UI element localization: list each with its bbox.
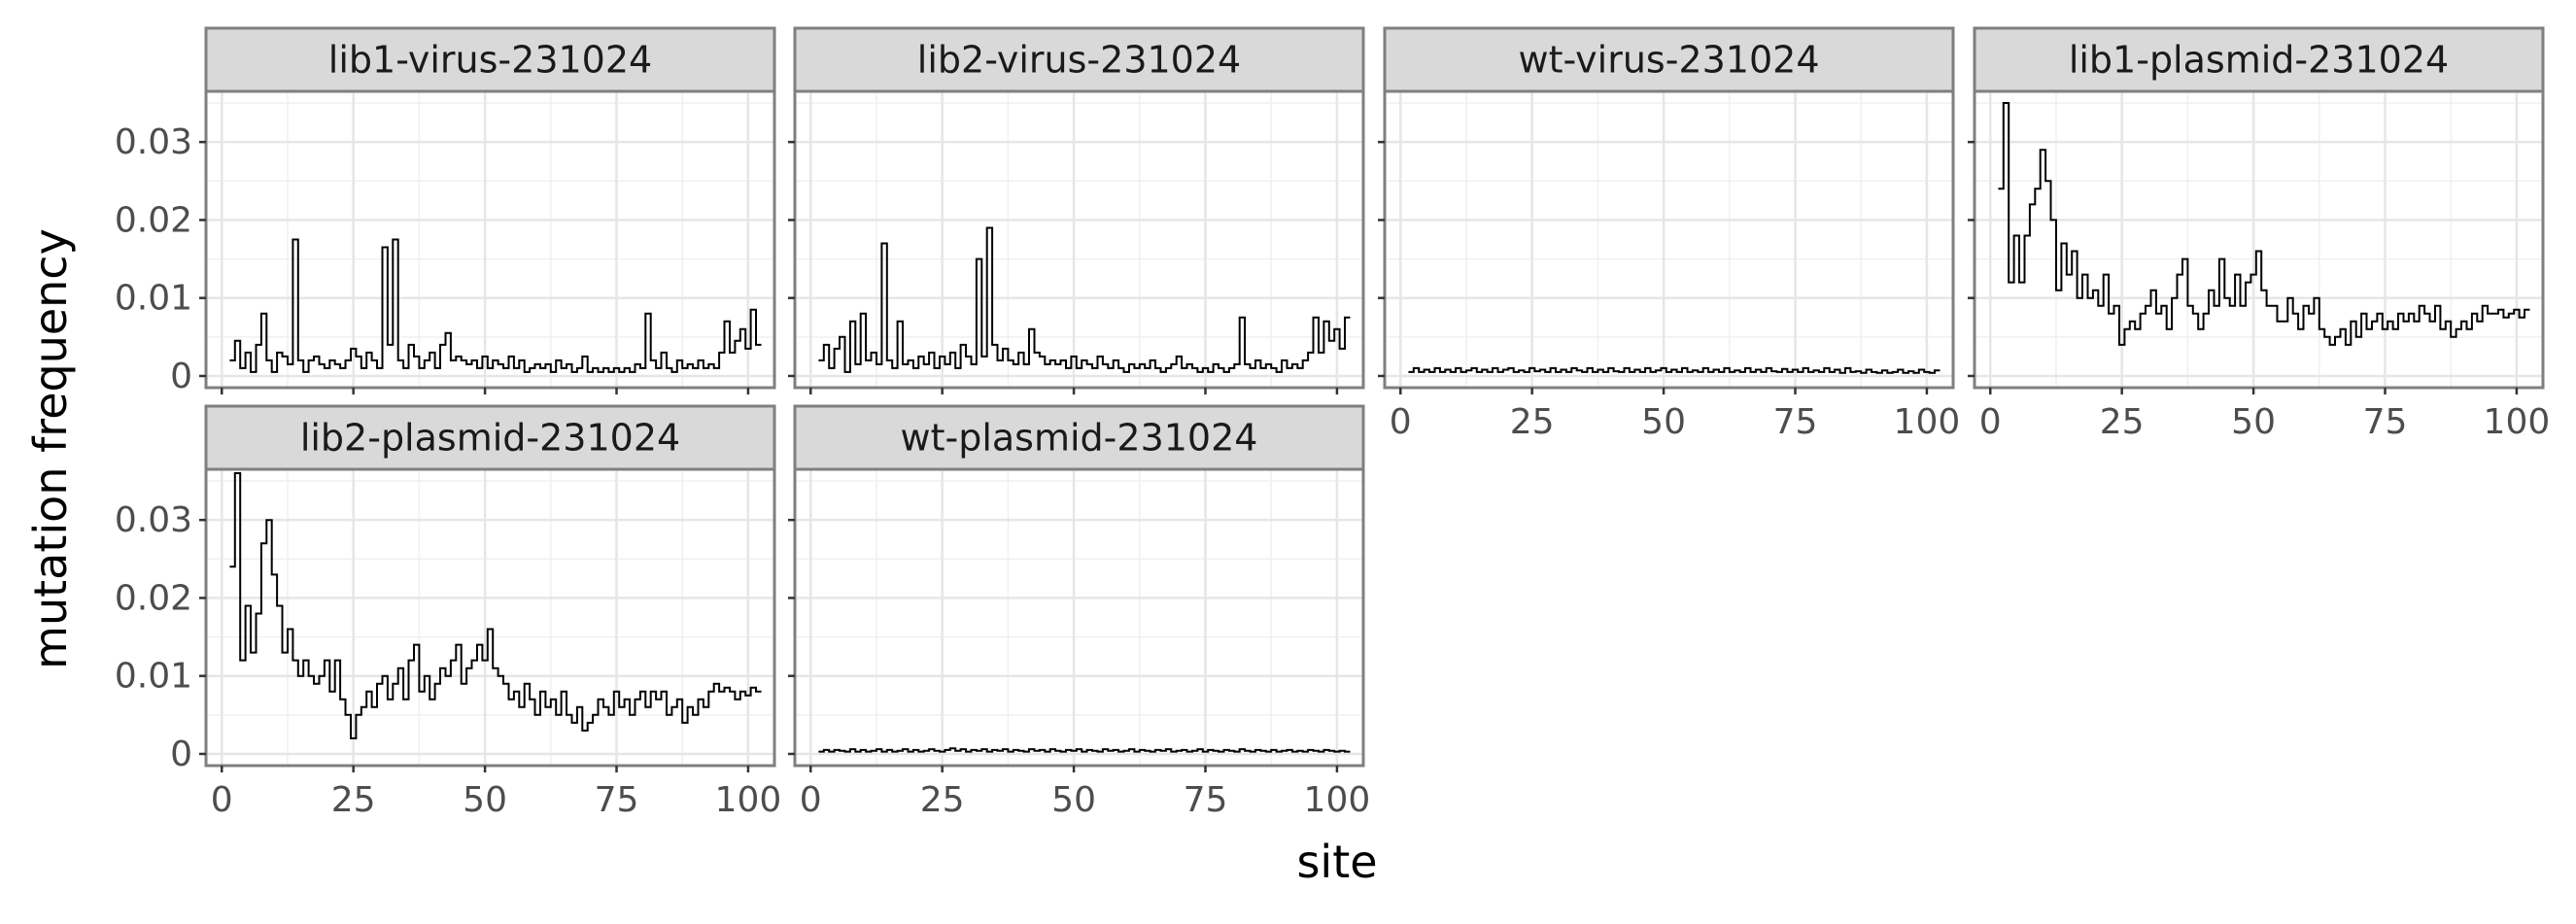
x-tick-label: 75 (1773, 402, 1818, 442)
facet-strip (793, 404, 1365, 471)
y-tick-label: 0.02 (115, 578, 192, 618)
series-line (818, 747, 1351, 753)
panel-border (1383, 89, 1955, 390)
plot-background (206, 91, 774, 388)
x-tick-label: 100 (2484, 402, 2551, 442)
facet-panel: lib1-virus-231024 0 0.01 0.02 0.03 (115, 26, 776, 396)
plot-background (206, 469, 774, 766)
y-tick-label: 0.03 (115, 122, 192, 162)
x-tick-label: 25 (920, 780, 965, 820)
facet-strip (204, 26, 776, 93)
x-tick-label: 25 (2100, 402, 2145, 442)
x-axis-title: site (1296, 836, 1377, 888)
x-tick-label: 0 (1979, 402, 2002, 442)
facet-panel: wt-virus-231024 0 25 50 75 100 (1378, 26, 1961, 442)
x-tick-label: 25 (1510, 402, 1555, 442)
facet-strip-label: lib2-plasmid-231024 (300, 417, 680, 460)
x-tick-label: 100 (715, 780, 782, 820)
x-tick-label: 100 (1894, 402, 1961, 442)
panel-border (793, 467, 1365, 768)
series-line (229, 238, 762, 373)
x-tick-label: 75 (1184, 780, 1228, 820)
x-tick-label: 100 (1304, 780, 1371, 820)
plot-background (1385, 91, 1953, 388)
facet-strip-label: lib1-virus-231024 (328, 39, 652, 82)
x-tick-label: 50 (1051, 780, 1096, 820)
facet-strip (1383, 26, 1955, 93)
plot-background (1975, 91, 2543, 388)
facet-strip (204, 404, 776, 471)
panel-border (204, 89, 776, 390)
facet-panel: lib1-plasmid-231024 0 25 50 75 100 (1968, 26, 2551, 442)
panel-border (204, 467, 776, 768)
series-line (1998, 102, 2530, 346)
facet-strip-label: lib2-virus-231024 (917, 39, 1241, 82)
x-tick-label: 50 (2231, 402, 2276, 442)
facet-strip-label: lib1-plasmid-231024 (2069, 39, 2449, 82)
y-tick-label: 0.02 (115, 200, 192, 240)
x-tick-label: 75 (2363, 402, 2408, 442)
x-tick-label: 25 (331, 780, 376, 820)
panels-layer: lib1-virus-231024 0 0.01 0.02 0.03 lib2-virus… (115, 26, 2551, 820)
x-tick-label: 0 (1390, 402, 1412, 442)
x-tick-label: 50 (463, 780, 507, 820)
x-tick-label: 0 (211, 780, 233, 820)
panel-border (1973, 89, 2545, 390)
facet-panel: wt-plasmid-231024 0 25 50 75 100 (788, 404, 1371, 820)
x-tick-label: 75 (595, 780, 639, 820)
facet-panel: lib2-plasmid-231024 0 25 50 75 100 0 0.01 0.02 0.… (115, 404, 782, 820)
y-tick-label: 0.03 (115, 500, 192, 540)
x-tick-label: 50 (1641, 402, 1686, 442)
y-tick-label: 0 (170, 357, 192, 396)
facet-strip (793, 26, 1365, 93)
series-line (229, 472, 762, 739)
x-tick-label: 0 (800, 780, 822, 820)
facet-strip-label: wt-plasmid-231024 (901, 417, 1258, 460)
plot-background (795, 91, 1363, 388)
facet-strip-label: wt-virus-231024 (1519, 39, 1820, 82)
series-line (1408, 366, 1941, 374)
plot-background (795, 469, 1363, 766)
panel-border (793, 89, 1365, 390)
y-tick-label: 0.01 (115, 279, 192, 319)
series-line (818, 226, 1351, 373)
facet-panel: lib2-virus-231024 (788, 26, 1365, 394)
y-tick-label: 0.01 (115, 657, 192, 697)
y-tick-label: 0 (170, 735, 192, 774)
y-axis-title: mutation frequency (24, 228, 77, 669)
